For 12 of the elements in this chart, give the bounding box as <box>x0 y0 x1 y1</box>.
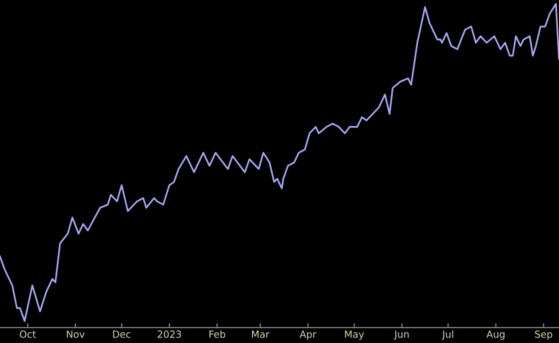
x-tick-label: Jun <box>394 330 409 340</box>
x-tick-label: Apr <box>300 330 316 340</box>
x-tick-label: Dec <box>113 330 130 338</box>
x-tick-label: Oct <box>20 330 36 338</box>
x-tick-label: Aug <box>486 330 504 340</box>
x-tick-label: Mar <box>252 330 270 338</box>
x-tick-label: Jul <box>442 330 454 340</box>
x-tick-label: Sep <box>535 330 552 340</box>
x-tick-label: May <box>345 330 364 340</box>
x-tick-label: Feb <box>209 330 226 338</box>
x-tick-label: Nov <box>66 330 85 338</box>
x-tick-label: 2023 <box>158 330 181 338</box>
